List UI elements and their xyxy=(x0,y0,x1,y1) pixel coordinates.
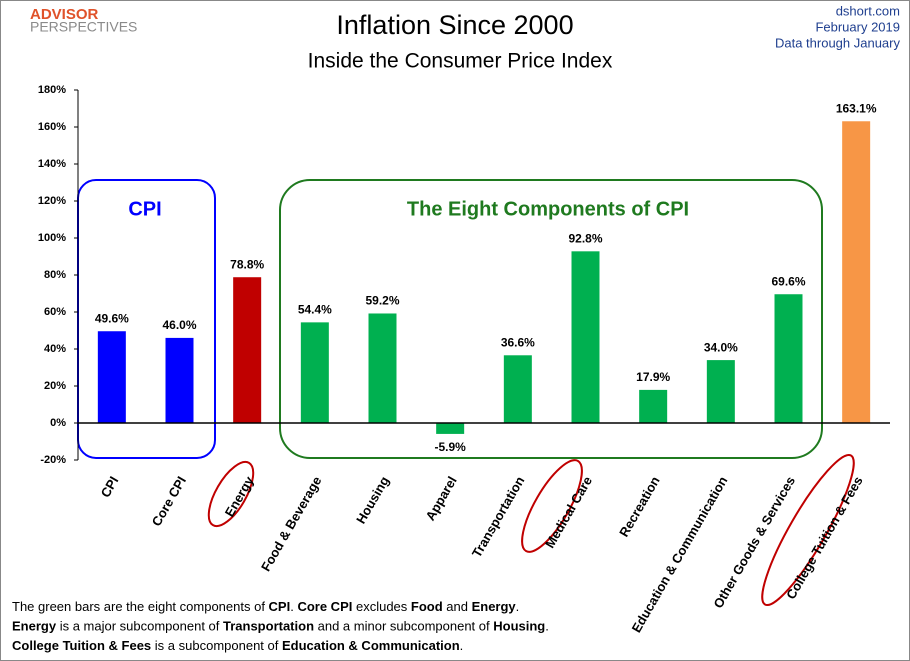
footnote-text: excludes xyxy=(352,599,411,614)
footnote-text: CPI xyxy=(269,599,291,614)
footnote-line: Energy is a major subcomponent of Transp… xyxy=(12,619,549,634)
footnote-text: Food xyxy=(411,599,443,614)
bar xyxy=(774,294,803,423)
y-tick-label: 20% xyxy=(44,380,66,392)
y-tick-label: 180% xyxy=(38,84,66,96)
value-label: 69.6% xyxy=(771,274,805,288)
value-label: 36.6% xyxy=(501,335,535,349)
footnote-text: Energy xyxy=(12,619,57,634)
footnote-text: Education & Communication xyxy=(282,638,460,653)
value-label: 92.8% xyxy=(568,231,602,245)
footnote-text: Transportation xyxy=(223,619,314,634)
chart-subtitle: Inside the Consumer Price Index xyxy=(308,50,613,73)
value-label: 17.9% xyxy=(636,370,670,384)
bar xyxy=(842,121,871,423)
y-tick-label: 60% xyxy=(44,306,66,318)
bar xyxy=(368,313,397,423)
bar xyxy=(300,322,329,423)
footnote-line: College Tuition & Fees is a subcomponent… xyxy=(12,638,463,653)
footnote: The green bars are the eight components … xyxy=(12,599,549,653)
value-label: 54.4% xyxy=(298,303,332,317)
bar xyxy=(97,331,126,423)
y-tick-label: 100% xyxy=(38,232,66,244)
footnote-text: . xyxy=(290,599,297,614)
footnote-text: Housing xyxy=(493,619,545,634)
footnote-line: The green bars are the eight components … xyxy=(12,599,519,614)
highlight-ring xyxy=(761,453,855,607)
bar xyxy=(639,389,668,423)
value-label: 34.0% xyxy=(704,340,738,354)
footnote-text: and xyxy=(443,599,472,614)
y-tick-label: 140% xyxy=(38,158,66,170)
footnote-text: The green bars are the eight components … xyxy=(12,599,269,614)
source: Data through January xyxy=(775,35,901,50)
footnote-text: . xyxy=(545,619,549,634)
components-box xyxy=(279,179,823,459)
y-tick-label: 40% xyxy=(44,343,66,355)
bar xyxy=(706,360,735,423)
source: dshort.com xyxy=(836,3,900,18)
footnote-text: . xyxy=(460,638,464,653)
y-tick-label: 120% xyxy=(38,195,66,207)
bar xyxy=(571,251,600,423)
footnote-text: Core CPI xyxy=(297,599,352,614)
value-label: 49.6% xyxy=(95,311,129,325)
footnote-text: College Tuition & Fees xyxy=(12,638,151,653)
y-tick-label: -20% xyxy=(40,454,66,466)
footnote-text: Energy xyxy=(472,599,517,614)
annotation: CPI xyxy=(128,198,161,220)
value-label: 78.8% xyxy=(230,257,264,271)
chart-title: Inflation Since 2000 xyxy=(336,10,573,40)
value-label: 59.2% xyxy=(365,294,399,308)
bar xyxy=(503,355,532,423)
footnote-text: is a major subcomponent of xyxy=(56,619,223,634)
y-tick-label: 0% xyxy=(50,417,66,429)
source: February 2019 xyxy=(815,19,900,34)
logo-top: ADVISOR xyxy=(30,6,99,23)
footnote-text: and a minor subcomponent of xyxy=(314,619,493,634)
footnote-text: . xyxy=(516,599,520,614)
y-tick-label: 160% xyxy=(38,121,66,133)
logo-bottom: PERSPECTIVES xyxy=(30,19,137,35)
value-label: 46.0% xyxy=(162,318,196,332)
bar xyxy=(233,277,262,423)
bar xyxy=(165,337,194,423)
annotation: The Eight Components of CPI xyxy=(407,198,689,220)
value-label: 163.1% xyxy=(836,101,877,115)
bar xyxy=(436,423,465,434)
footnote-text: is a subcomponent of xyxy=(151,638,282,653)
highlight-ring xyxy=(521,459,583,553)
y-tick-label: 80% xyxy=(44,269,66,281)
highlight-ring xyxy=(207,460,255,528)
value-label: -5.9% xyxy=(434,440,466,454)
